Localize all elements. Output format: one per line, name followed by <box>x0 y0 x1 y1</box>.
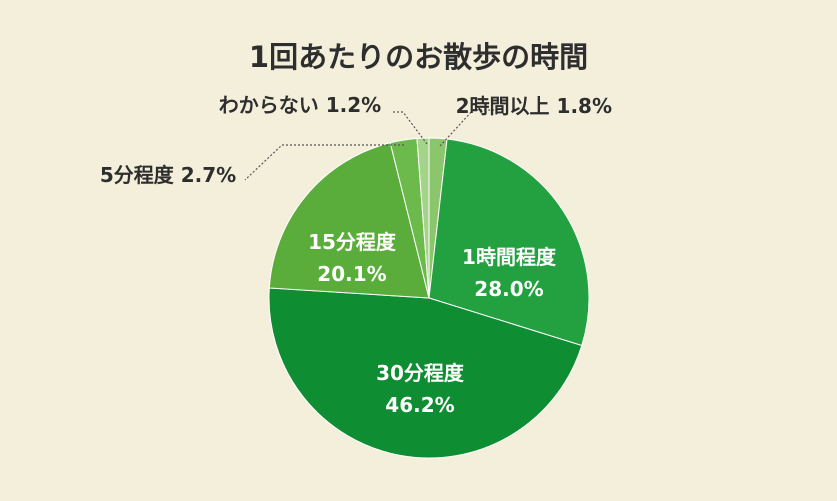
outside-label-slice-1: 2時間以上 1.8% <box>456 94 612 118</box>
slice-value-slice-4: 20.1% <box>317 262 386 286</box>
slice-label-slice-1: 2時間以上 <box>456 94 557 118</box>
pie-slice-2 <box>428 138 590 347</box>
leader-line-slice-5 <box>244 144 404 181</box>
outside-label-slice-6: わからない 1.2% <box>219 93 381 117</box>
slice-label-slice-6: わからない <box>219 93 326 117</box>
pie-slice-4 <box>268 142 430 299</box>
slice-value-slice-1: 1.8% <box>557 94 612 118</box>
leader-line-slice-6 <box>391 111 428 145</box>
slice-value-slice-6: 1.2% <box>326 93 381 117</box>
slice-value-slice-2: 28.0% <box>474 277 543 301</box>
slice-label-slice-3: 30分程度 <box>376 361 465 385</box>
slice-label-slice-4: 15分程度 <box>308 230 397 254</box>
chart-title: 1回あたりのお散歩の時間 <box>248 40 589 74</box>
pie-slice-6 <box>416 137 430 299</box>
slice-label-slice-2: 1時間程度 <box>462 245 557 269</box>
slice-label-slice-5: 5分程度 <box>100 163 181 187</box>
outside-label-slice-5: 5分程度 2.7% <box>100 163 236 187</box>
pie-slice-3 <box>268 287 583 459</box>
leader-line-slice-1 <box>439 109 500 147</box>
slice-value-slice-5: 2.7% <box>181 163 236 187</box>
slice-value-slice-3: 46.2% <box>385 393 454 417</box>
